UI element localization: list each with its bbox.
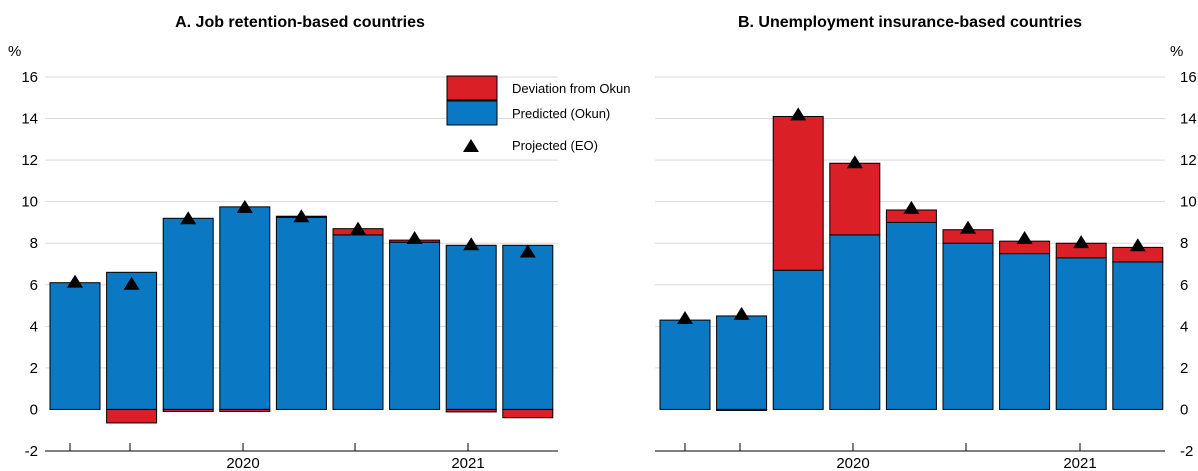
y-tick-label: 14: [1180, 111, 1197, 128]
bar-predicted: [772, 269, 824, 410]
legend-label-projected: Projected (EO): [512, 138, 598, 153]
bar-deviation: [829, 162, 881, 236]
bar-predicted: [885, 221, 937, 410]
legend: Deviation from Okun Predicted (Okun) Pro…: [446, 75, 631, 153]
projected-marker: [677, 311, 693, 325]
bar-deviation: [106, 408, 158, 424]
projected-marker: [519, 244, 536, 258]
y-tick-label: 0: [1180, 401, 1188, 418]
bar-deviation: [219, 408, 271, 413]
bar-predicted: [389, 241, 441, 410]
y-tick-label: 16: [21, 69, 38, 86]
panel-b-title: B. Unemployment insurance-based countrie…: [738, 14, 1082, 31]
projected-marker: [123, 276, 140, 290]
y-tick-label: 14: [21, 111, 38, 128]
y-tick-label: 0: [30, 401, 38, 418]
bar-predicted: [445, 244, 497, 410]
bar-predicted: [49, 282, 101, 410]
bar-predicted: [106, 271, 158, 410]
y-tick-label: 2: [1180, 360, 1188, 377]
projected-marker: [960, 220, 976, 234]
legend-marker-projected: [463, 139, 479, 152]
panel-a-projected-markers: [67, 199, 536, 290]
y-tick-label: 4: [30, 318, 38, 335]
projected-marker: [180, 211, 197, 225]
y-tick-label: -2: [1180, 443, 1193, 460]
panel-b-x-tick-labels: 2020 2021: [836, 455, 1096, 471]
bar-deviation: [162, 408, 214, 413]
projected-marker: [293, 209, 310, 223]
bar-predicted: [162, 217, 214, 410]
panel-b-y-tick-labels: -2 0 2 4 6 8 10 12 14 16: [1180, 69, 1197, 460]
bar-predicted: [659, 319, 711, 410]
y-tick-label: 2: [30, 360, 38, 377]
bar-predicted: [942, 242, 994, 410]
y-tick-label: 4: [1180, 318, 1188, 335]
bar-predicted: [829, 234, 881, 410]
bar-predicted: [716, 315, 768, 410]
panel-a-x-tick-labels: 2020 2021: [226, 455, 484, 471]
projected-marker: [463, 237, 480, 251]
panel-a-title: A. Job retention-based countries: [175, 14, 425, 31]
bar-deviation: [502, 408, 554, 419]
panel-b-projected-markers: [677, 107, 1146, 325]
panel-b: B. Unemployment insurance-based countrie…: [655, 14, 1197, 471]
legend-swatch-deviation: [446, 75, 498, 101]
panel-a: A. Job retention-based countries % -2 0 2 4…: [8, 14, 558, 471]
legend-swatch-predicted: [446, 100, 498, 126]
panel-a-unit-label: %: [8, 43, 21, 60]
y-tick-label: 6: [30, 277, 38, 294]
bar-predicted: [1112, 261, 1164, 410]
legend-label-predicted: Predicted (Okun): [512, 106, 610, 121]
y-tick-label: 12: [21, 152, 38, 169]
bar-deviation: [772, 115, 824, 271]
panel-a-y-tick-labels: -2 0 2 4 6 8 10 12 14 16: [21, 69, 38, 460]
y-tick-label: 10: [21, 194, 38, 211]
bar-predicted: [1055, 257, 1107, 410]
projected-marker: [1016, 231, 1033, 245]
bar-predicted: [275, 216, 327, 410]
panel-b-bars: [659, 115, 1164, 411]
y-tick-label: -2: [25, 443, 38, 460]
y-tick-label: 10: [1180, 194, 1197, 211]
x-tick-label: 2021: [1063, 455, 1096, 471]
panel-b-unit-label: %: [1170, 43, 1183, 60]
panel-a-bars: [49, 206, 554, 424]
projected-marker: [236, 199, 253, 213]
bar-deviation: [716, 408, 768, 411]
y-tick-label: 8: [30, 235, 38, 252]
bar-predicted: [332, 234, 384, 410]
legend-label-deviation: Deviation from Okun: [512, 81, 631, 96]
projected-marker: [1129, 238, 1146, 252]
x-tick-label: 2020: [226, 455, 259, 471]
projected-marker: [733, 306, 750, 320]
projected-marker: [350, 221, 366, 235]
projected-marker: [790, 107, 807, 121]
x-tick-label: 2021: [451, 455, 484, 471]
bar-predicted: [219, 206, 271, 410]
bar-predicted: [502, 244, 554, 410]
y-tick-label: 8: [1180, 235, 1188, 252]
y-tick-label: 12: [1180, 152, 1197, 169]
panel-a-x-axis: [45, 443, 558, 452]
bar-predicted: [999, 253, 1051, 410]
projected-marker: [67, 274, 83, 288]
bar-deviation: [445, 408, 497, 413]
projected-marker: [1073, 235, 1090, 249]
x-tick-label: 2020: [836, 455, 869, 471]
projected-marker: [406, 231, 423, 245]
projected-marker: [903, 200, 920, 214]
projected-marker: [846, 155, 863, 169]
panel-b-x-axis: [655, 443, 1165, 452]
y-tick-label: 16: [1180, 69, 1197, 86]
y-tick-label: 6: [1180, 277, 1188, 294]
